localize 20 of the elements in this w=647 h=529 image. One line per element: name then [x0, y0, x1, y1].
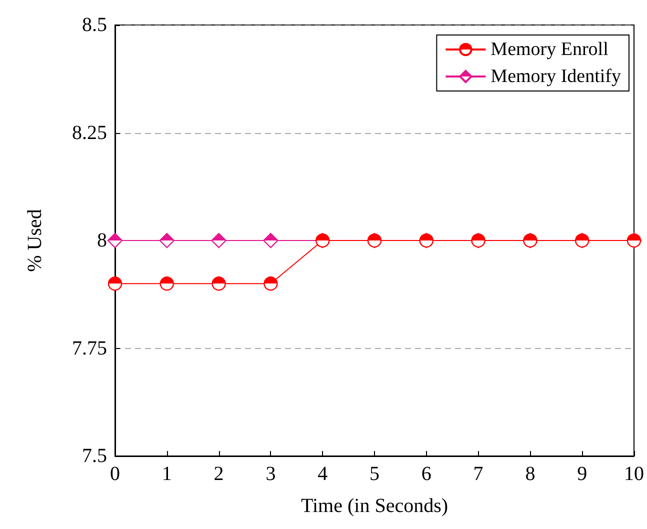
x-tick-label: 0 — [110, 463, 120, 485]
x-tick-label: 1 — [162, 463, 172, 485]
x-tick-label: 8 — [525, 463, 536, 485]
y-tick-label: 7.75 — [72, 337, 107, 360]
x-tick-label: 7 — [473, 463, 484, 485]
x-tick-label: 10 — [624, 463, 644, 485]
y-tick-label: 8.25 — [72, 122, 107, 144]
y-axis-title: % Used — [24, 209, 46, 272]
x-tick-label: 2 — [214, 463, 224, 485]
y-tick-label: 8.5 — [82, 14, 107, 36]
x-axis-title: Time (in Seconds) — [300, 495, 448, 517]
y-tick-label: 7.5 — [82, 445, 107, 467]
x-tick-label: 6 — [421, 463, 432, 485]
x-tick-label: 9 — [577, 463, 588, 485]
x-tick-label: 3 — [266, 463, 276, 485]
legend-label: Memory Identify — [490, 66, 622, 87]
x-tick-label: 4 — [318, 463, 328, 485]
y-tick-label: 8 — [97, 230, 107, 252]
legend-label: Memory Enroll — [490, 39, 608, 60]
x-tick-label: 5 — [370, 463, 380, 485]
